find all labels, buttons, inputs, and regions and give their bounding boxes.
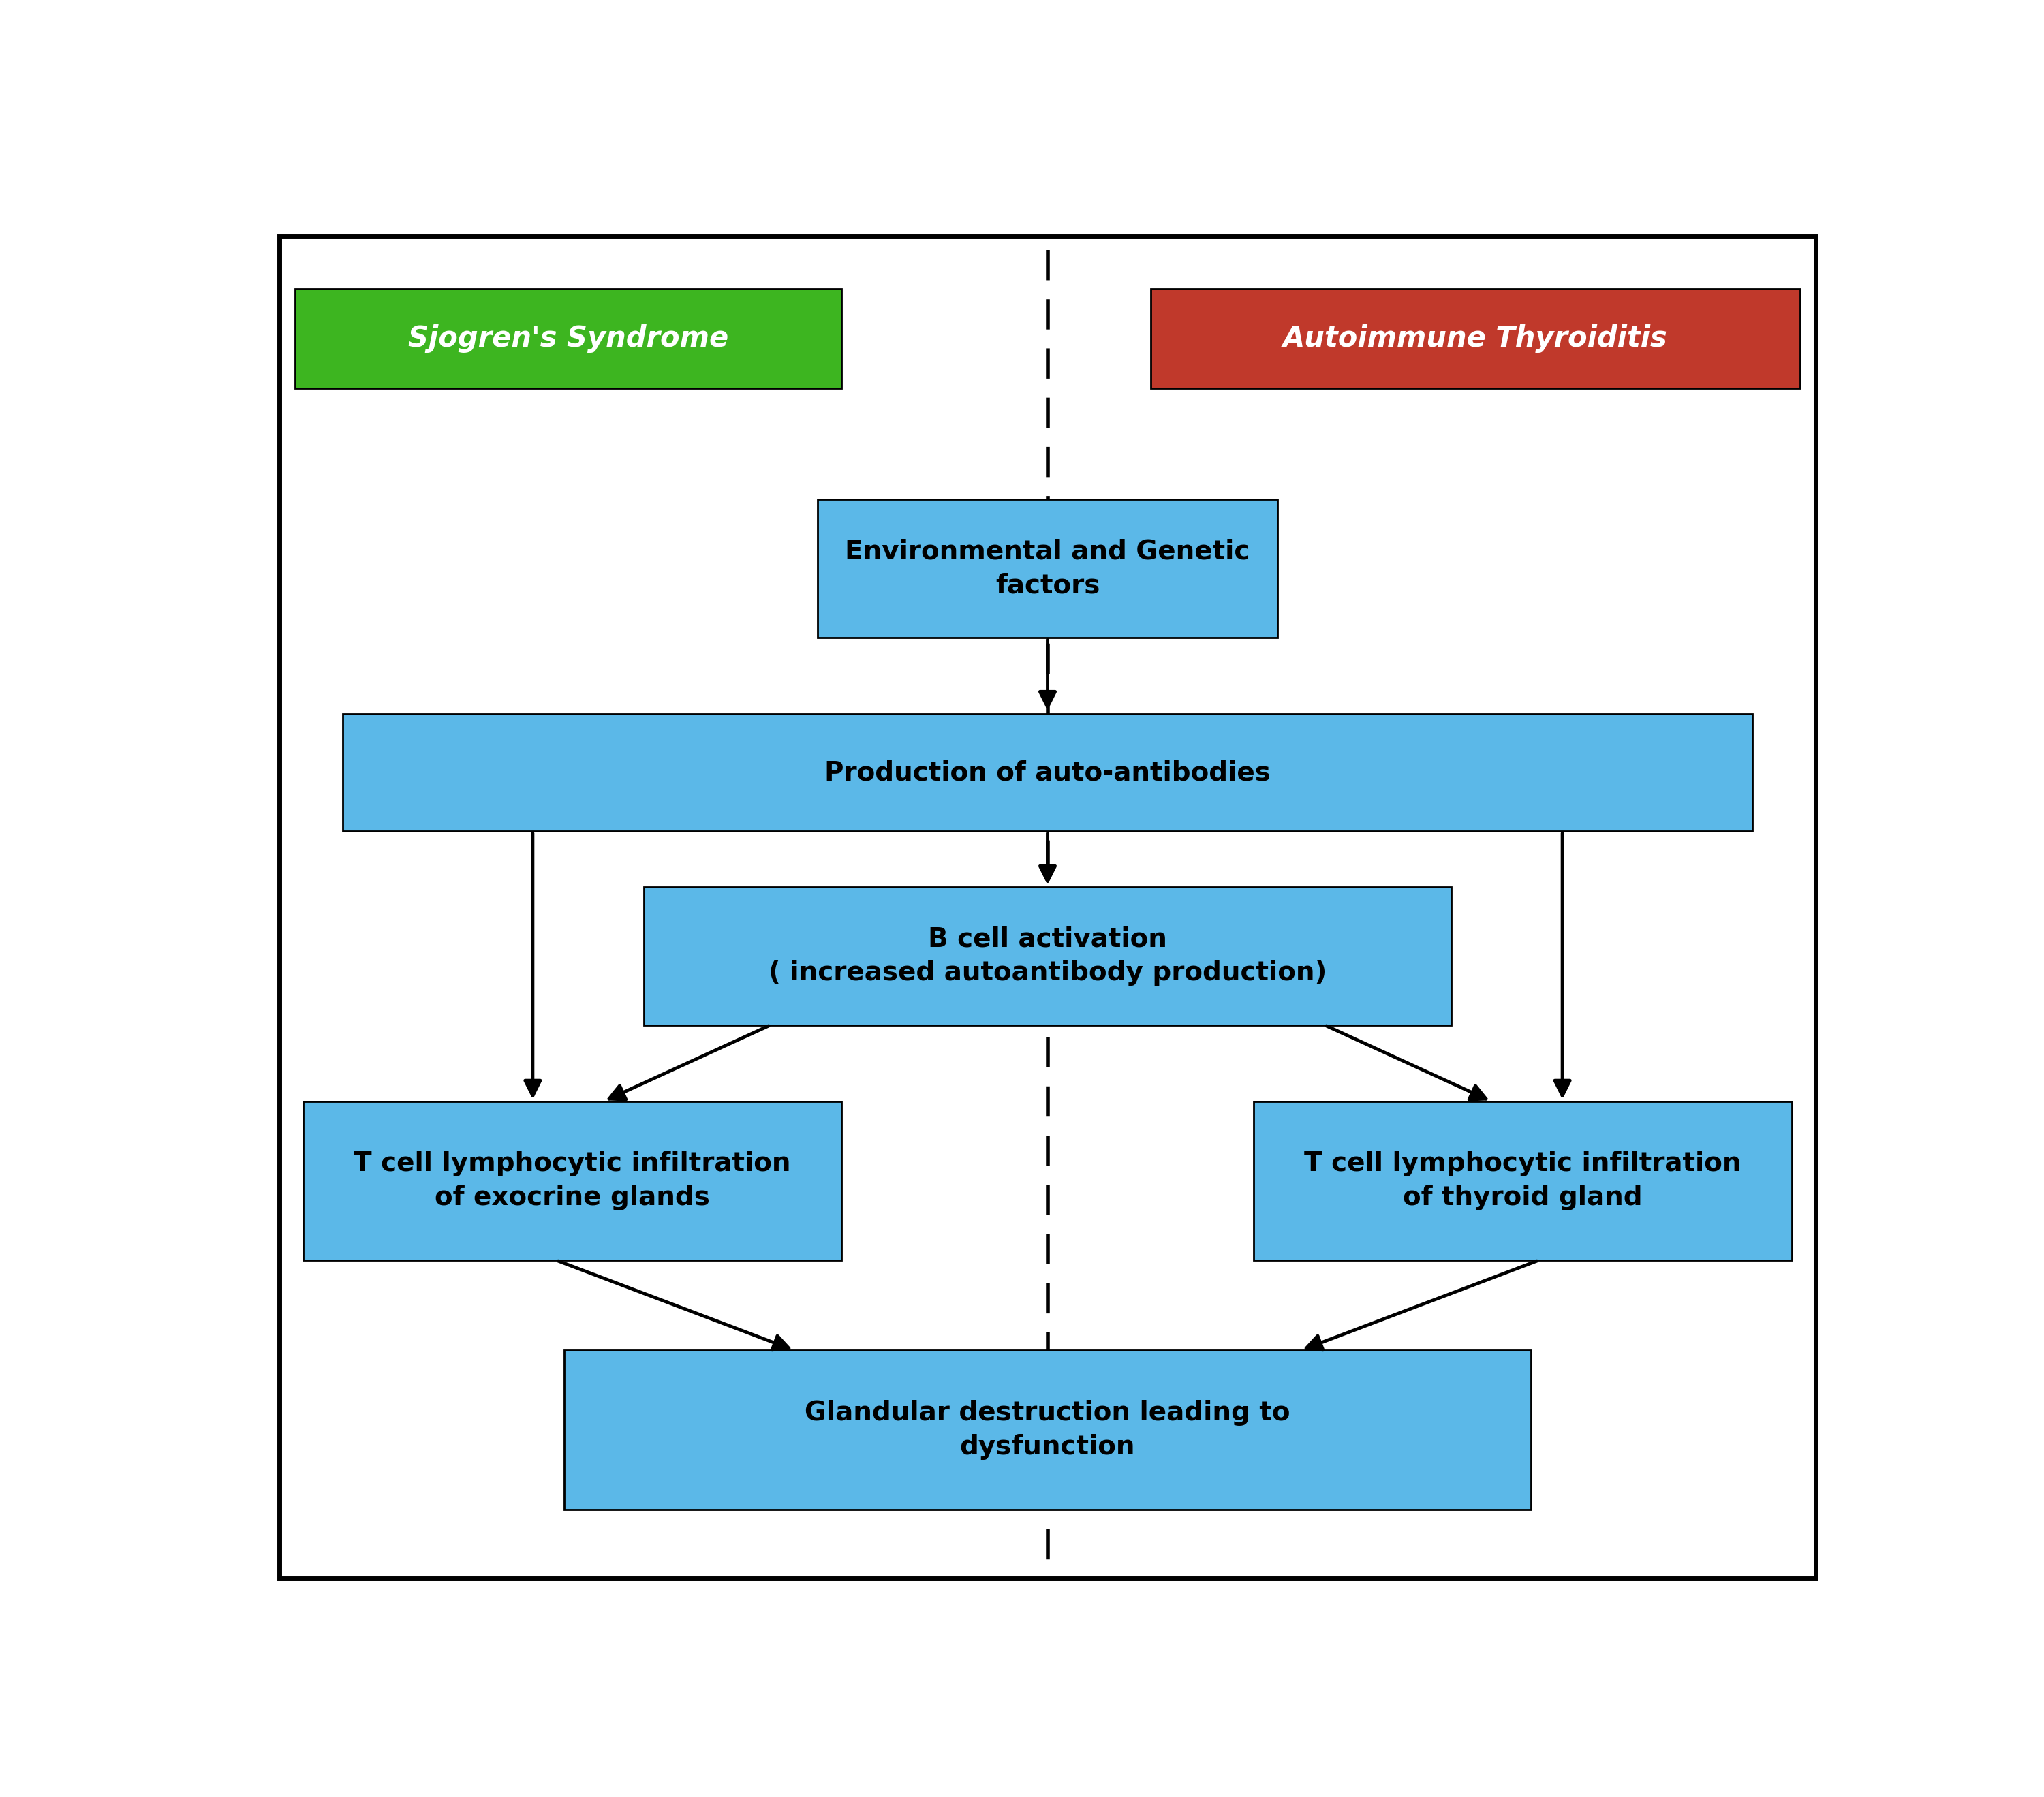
Text: Glandular destruction leading to
dysfunction: Glandular destruction leading to dysfunc… [805,1400,1290,1459]
FancyBboxPatch shape [1253,1102,1793,1260]
FancyBboxPatch shape [644,886,1451,1024]
Text: B cell activation
( increased autoantibody production): B cell activation ( increased autoantibo… [769,925,1327,987]
Text: Environmental and Genetic
factors: Environmental and Genetic factors [844,539,1251,598]
FancyBboxPatch shape [343,713,1752,832]
Text: Production of auto-antibodies: Production of auto-antibodies [824,760,1271,785]
Text: Autoimmune Thyroiditis: Autoimmune Thyroiditis [1284,325,1668,352]
Text: T cell lymphocytic infiltration
of thyroid gland: T cell lymphocytic infiltration of thyro… [1304,1150,1741,1211]
FancyBboxPatch shape [294,289,842,388]
FancyBboxPatch shape [564,1350,1531,1509]
Text: T cell lymphocytic infiltration
of exocrine glands: T cell lymphocytic infiltration of exocr… [354,1150,791,1211]
FancyBboxPatch shape [818,500,1278,638]
Text: Sjogren's Syndrome: Sjogren's Syndrome [409,325,728,352]
FancyBboxPatch shape [1151,289,1801,388]
FancyBboxPatch shape [303,1102,842,1260]
